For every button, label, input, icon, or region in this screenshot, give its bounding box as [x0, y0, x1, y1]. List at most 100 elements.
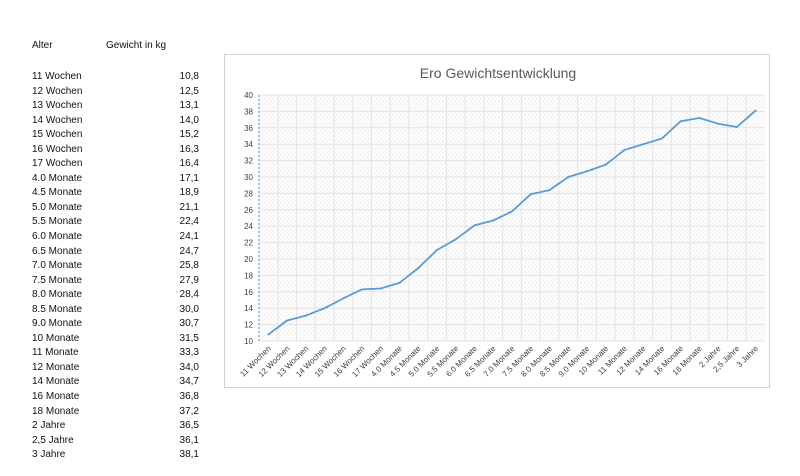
- y-tick-label: 20: [244, 255, 253, 264]
- weight-table: Alter Gewicht in kg 11 Wochen 10,8 12 Woch…: [32, 40, 212, 460]
- data-point: [548, 189, 551, 192]
- row-weight: 38,1: [179, 449, 199, 461]
- row-age: 17 Wochen: [32, 158, 83, 170]
- row-weight: 31,5: [179, 332, 199, 344]
- y-tick-label: 28: [244, 189, 253, 198]
- table-row: 6.5 Monate 24,7: [32, 245, 212, 260]
- row-weight: 18,9: [179, 187, 199, 199]
- data-point: [511, 210, 513, 213]
- table-row: 2 Jahre 36,5: [32, 419, 212, 434]
- header-age: Alter: [32, 40, 53, 51]
- row-weight: 22,4: [179, 216, 199, 228]
- row-weight: 33,3: [179, 347, 199, 359]
- table-row: 6.0 Monate 24,1: [32, 230, 212, 245]
- y-tick-label: 30: [244, 173, 253, 182]
- row-age: 3 Jahre: [32, 449, 66, 461]
- data-point: [473, 224, 476, 227]
- data-point: [323, 307, 326, 310]
- row-weight: 27,9: [179, 274, 199, 286]
- row-weight: 13,1: [179, 100, 199, 112]
- chart-area: Ero Gewichtsentwicklung 10 12 14 16 18 20 22 24…: [224, 54, 770, 388]
- data-point: [585, 170, 588, 173]
- row-weight: 24,7: [179, 245, 199, 257]
- data-point: [642, 143, 645, 146]
- table-row: 5.5 Monate 22,4: [32, 215, 212, 230]
- data-point: [698, 116, 701, 119]
- table-row: 15 Wochen 15,2: [32, 128, 212, 143]
- row-age: 8.5 Monate: [32, 303, 83, 315]
- y-tick-label: 18: [244, 271, 253, 280]
- table-row: 12 Wochen 12,5: [32, 85, 212, 100]
- data-point: [417, 267, 420, 270]
- row-age: 11 Wochen: [32, 71, 82, 82]
- table-row: 9.0 Monate 30,7: [32, 317, 212, 332]
- row-weight: 36,5: [179, 420, 199, 432]
- data-point: [604, 163, 607, 166]
- table-row: 18 Monate 37,2: [32, 405, 212, 420]
- chart-title: Ero Gewichtsentwicklung: [420, 65, 576, 81]
- row-weight: 14,0: [179, 114, 199, 126]
- table-row: 17 Wochen 16,4: [32, 157, 212, 172]
- data-point: [567, 176, 570, 178]
- row-weight: 15,2: [179, 129, 199, 141]
- row-age: 8.0 Monate: [32, 289, 83, 301]
- row-weight: 37,2: [179, 405, 199, 417]
- data-point: [379, 287, 382, 290]
- data-point: [735, 125, 738, 128]
- row-weight: 36,8: [179, 391, 199, 403]
- table-row: 14 Wochen 14,0: [32, 114, 212, 129]
- row-weight: 36,1: [179, 434, 199, 446]
- data-point: [398, 281, 401, 284]
- row-age: 9.0 Monate: [32, 318, 83, 330]
- plot-background: [259, 95, 765, 341]
- x-tick-label: 3 Jahre: [735, 344, 761, 370]
- data-point: [436, 248, 439, 251]
- table-row: 8.0 Monate 28,4: [32, 288, 212, 303]
- row-weight: 12,5: [179, 85, 199, 97]
- table-row: 8.5 Monate 30,0: [32, 303, 212, 318]
- table-row: 2,5 Jahre 36,1: [32, 434, 212, 449]
- row-age: 4.5 Monate: [32, 187, 83, 199]
- y-tick-label: 40: [244, 91, 253, 100]
- table-row: 11 Wochen 10,8: [32, 70, 212, 85]
- table-row: 16 Wochen 16,3: [32, 143, 212, 158]
- y-tick-label: 16: [244, 288, 253, 297]
- data-point: [679, 120, 682, 123]
- row-age: 10 Monate: [32, 332, 80, 344]
- table-row: 4.0 Monate 17,1: [32, 172, 212, 187]
- data-point: [623, 148, 626, 151]
- row-age: 7.0 Monate: [32, 260, 83, 272]
- row-age: 16 Monate: [32, 391, 80, 403]
- row-weight: 16,4: [179, 158, 199, 170]
- row-age: 7.5 Monate: [32, 274, 83, 286]
- table-row: 13 Wochen 13,1: [32, 99, 212, 114]
- row-age: 4.0 Monate: [32, 172, 83, 184]
- row-weight: 16,3: [179, 143, 199, 155]
- row-age: 2,5 Jahre: [32, 434, 74, 446]
- table-row: 11 Monate 33,3: [32, 346, 212, 361]
- data-point: [529, 193, 532, 196]
- row-age: 15 Wochen: [32, 129, 83, 141]
- y-tick-label: 38: [244, 107, 253, 116]
- table-row: 16 Monate 36,8: [32, 390, 212, 405]
- table-row: 4.5 Monate 18,9: [32, 186, 212, 201]
- data-point: [754, 109, 757, 112]
- y-tick-label: 10: [244, 337, 253, 346]
- row-weight: 24,1: [179, 231, 199, 243]
- y-tick-label: 26: [244, 206, 253, 215]
- data-point: [267, 333, 270, 336]
- table-row: 5.0 Monate 21,1: [32, 201, 212, 216]
- data-point: [342, 297, 345, 300]
- row-weight: 30,0: [179, 303, 199, 315]
- row-age: 5.0 Monate: [32, 201, 83, 213]
- weight-line-chart: Ero Gewichtsentwicklung 10 12 14 16 18 20 22 24…: [238, 65, 765, 379]
- row-age: 16 Wochen: [32, 143, 83, 155]
- row-weight: 30,7: [179, 318, 199, 330]
- table-row: 14 Monate 34,7: [32, 375, 212, 390]
- data-point: [717, 122, 720, 125]
- table-rows: 11 Wochen 10,8 12 Wochen 12,5 13 Wochen 13,1 1…: [32, 70, 212, 463]
- y-tick-label: 24: [244, 222, 253, 231]
- row-age: 14 Wochen: [32, 114, 83, 126]
- row-age: 13 Wochen: [32, 100, 83, 112]
